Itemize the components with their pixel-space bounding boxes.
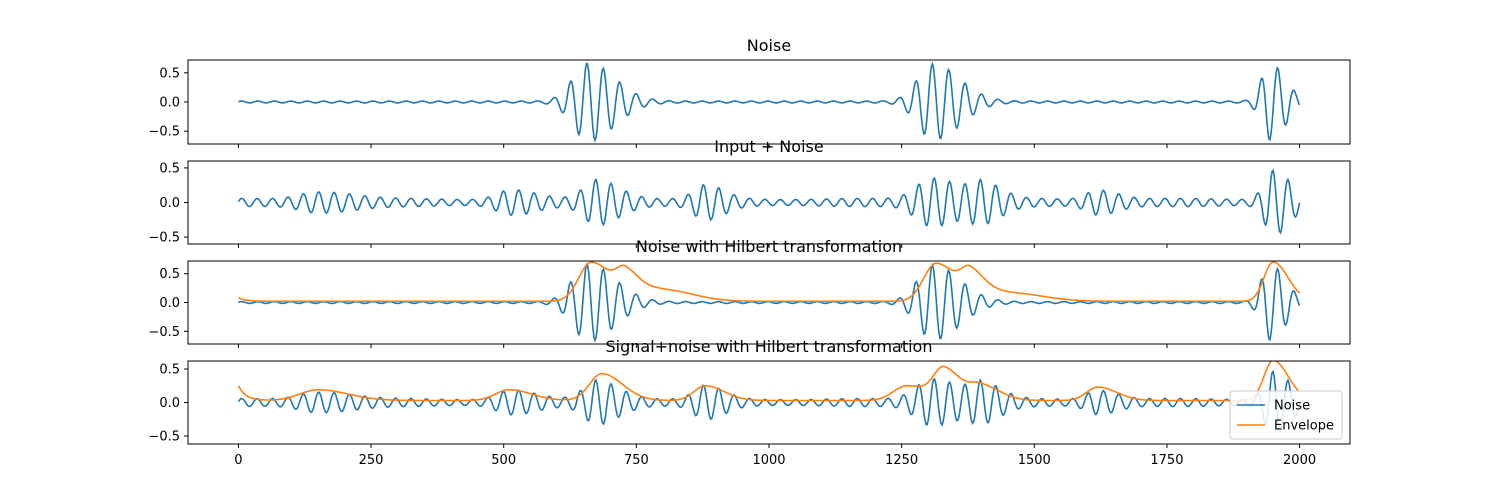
subplot-4: −0.5 0.0 0.5 0 250 500 750 1000 1250 1500 1750 2000…: [148, 337, 1351, 468]
x-tick-label: 250: [359, 453, 384, 468]
x-tick-label: 1500: [1018, 453, 1051, 468]
series-line-signal-plus-noise: [237, 168, 1301, 235]
legend-label: Noise: [1274, 399, 1310, 414]
legend-box: [1229, 390, 1343, 440]
x-tick-label: 1750: [1150, 453, 1183, 468]
y-tick-label: 0.0: [159, 396, 180, 411]
subplot-title: Input + Noise: [714, 137, 823, 156]
x-tick-label: 1000: [752, 453, 785, 468]
y-tick-label: 0.0: [159, 296, 180, 311]
y-tick-label: 0.5: [159, 66, 180, 81]
subplot-title: Noise: [747, 36, 791, 55]
legend: Noise Envelope: [1229, 390, 1343, 440]
series-line-noise: [237, 369, 1301, 434]
x-tick-label: 2000: [1283, 453, 1316, 468]
subplot-2: −0.5 0.0 0.5 Input + Noise: [148, 137, 1351, 248]
y-tick-label: 0.5: [159, 267, 180, 282]
series-line-noise-oscillation: [238, 262, 1301, 343]
x-tick-label: 1250: [885, 453, 918, 468]
y-tick-label: −0.5: [148, 325, 180, 340]
y-tick-label: 0.5: [159, 363, 180, 378]
subplot-title: Noise with Hilbert transformation: [636, 237, 902, 256]
series-line-envelope: [238, 261, 1301, 303]
x-tick-label: 0: [234, 453, 242, 468]
subplot-1: −0.5 0.0 0.5 Noise: [148, 36, 1351, 148]
series-line-noise-oscillation: [238, 61, 1301, 143]
y-tick-label: 0.0: [159, 196, 180, 211]
y-tick-label: 0.0: [159, 96, 180, 111]
plot-area: [238, 61, 1301, 143]
subplot-3: −0.5 0.0 0.5 Noise with Hilbert transformat…: [148, 237, 1351, 348]
y-tick-label: −0.5: [148, 231, 180, 246]
y-tick-label: −0.5: [148, 429, 180, 444]
legend-label: Envelope: [1274, 419, 1334, 434]
plot-area: [237, 361, 1301, 434]
plot-area: [238, 261, 1301, 343]
x-tick-label: 750: [624, 453, 649, 468]
subplot-title: Signal+noise with Hilbert transformation: [606, 337, 933, 356]
plot-area: [237, 168, 1301, 235]
y-tick-label: 0.5: [159, 161, 180, 176]
series-line-envelope: [237, 361, 1301, 402]
y-tick-label: −0.5: [148, 125, 180, 140]
x-tick-label: 500: [491, 453, 516, 468]
